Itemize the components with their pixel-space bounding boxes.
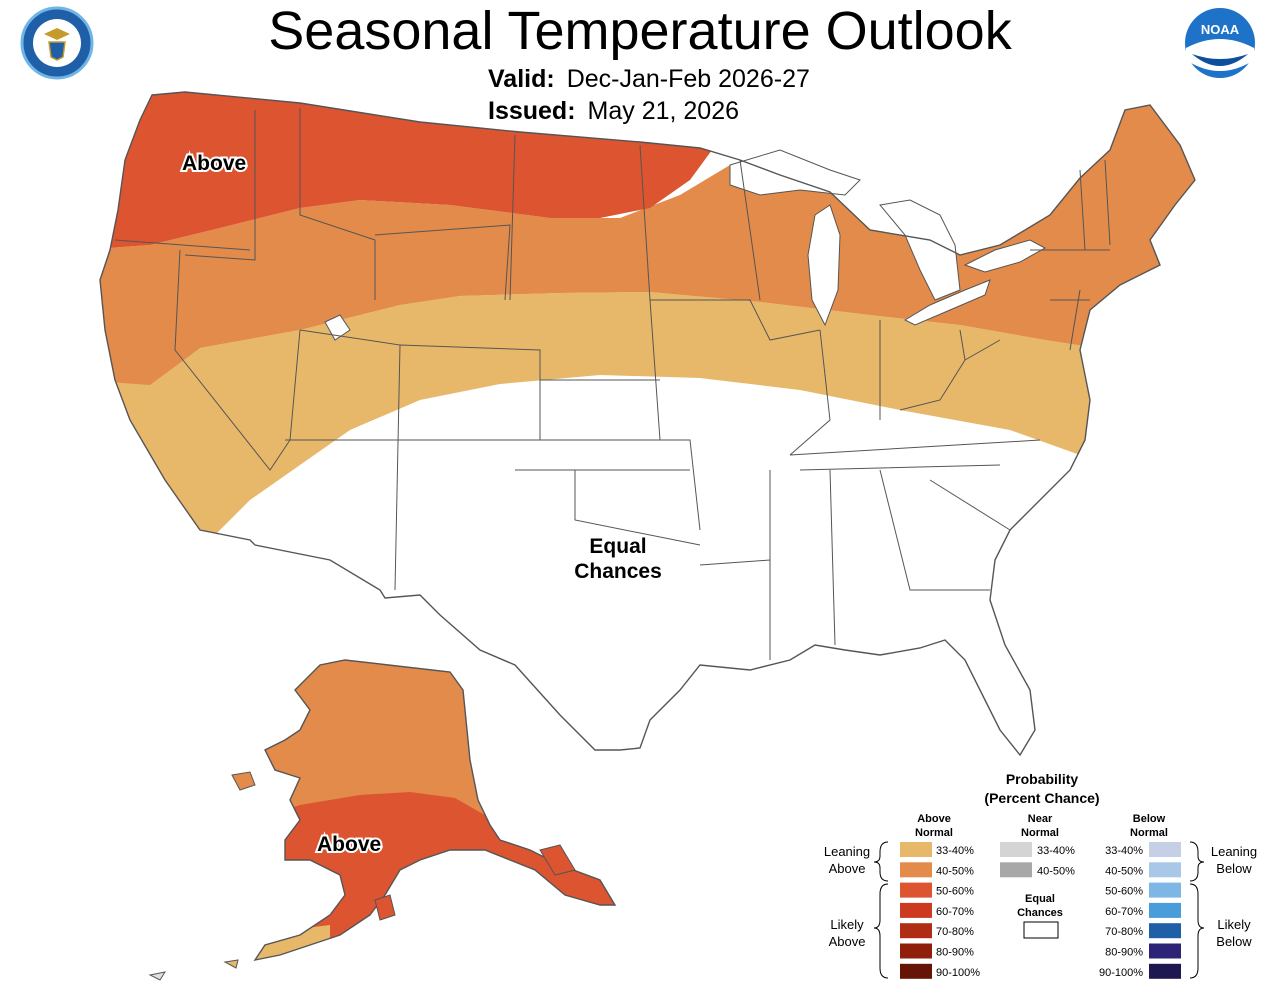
legend-above-swatch-5: [900, 943, 932, 959]
great-salt-lake: [324, 314, 351, 341]
legend-below-label-1: 40-50%: [1105, 865, 1143, 877]
alaska-above-label: Above: [317, 833, 381, 856]
issued-label: Issued:: [488, 97, 576, 125]
legend-above-label-2: 50-60%: [936, 886, 974, 898]
legend-above-swatch-0: [900, 842, 932, 857]
leaning-below-label-line1: Leaning: [1211, 844, 1257, 859]
legend-above-swatch-1: [900, 862, 932, 878]
ak-above-33-40-tip: [255, 925, 330, 960]
conus-outline: [99, 91, 1196, 757]
legend-above-label-3: 60-70%: [936, 906, 974, 918]
likely-below-label-line1: Likely: [1217, 917, 1251, 932]
above-normal-header-line1: Above: [917, 813, 951, 825]
legend-below-swatch-1: [1149, 862, 1181, 878]
lake-ontario: [963, 239, 1047, 273]
legend-above-swatch-4: [900, 923, 932, 939]
above-33-40-band: [100, 292, 1110, 560]
svg-text:NOAA: NOAA: [1201, 22, 1240, 37]
issued-value: May 21, 2026: [587, 97, 740, 125]
likely-above-label-line1: Likely: [830, 917, 864, 932]
below-normal-header-line2: Normal: [1130, 827, 1168, 839]
near-normal-header-line2: Normal: [1021, 827, 1059, 839]
state-borders: [114, 108, 1111, 660]
legend-near-label-1: 40-50%: [1037, 865, 1075, 877]
leaning-above-label-line2: Above: [829, 861, 866, 876]
near-normal-header-line1: Near: [1028, 813, 1053, 825]
leaning-below-brace: [1189, 841, 1205, 882]
leaning-above-label-line1: Leaning: [824, 844, 870, 859]
legend-below-column: 33-40% 40-50% 50-60% 60-70% 70-80% 80-90% 90-1…: [1099, 842, 1181, 979]
equal-chances-label-line1: Equal: [589, 535, 646, 558]
great-lakes: [324, 149, 1047, 341]
noaa-logo: NOAA: [1185, 8, 1255, 78]
legend-near-column: 33-40% 40-50%: [1000, 842, 1075, 878]
legend-near-swatch-0: [1000, 842, 1032, 857]
issued-line: Issued: May 21, 2026: [488, 96, 739, 126]
likely-above-label-line2: Above: [829, 934, 866, 949]
conus-above-label: Above: [182, 152, 246, 175]
leaning-below-label-line2: Below: [1216, 861, 1252, 876]
likely-below-label-line2: Below: [1216, 934, 1252, 949]
lake-superior: [729, 149, 861, 196]
equal-chances-legend-line2: Chances: [1017, 907, 1063, 919]
legend-below-swatch-0: [1149, 842, 1181, 857]
valid-line: Valid: Dec-Jan-Feb 2026-27: [488, 64, 810, 94]
map-title: Seasonal Temperature Outlook: [268, 1, 1012, 61]
department-of-commerce-seal: [20, 6, 94, 80]
valid-value: Dec-Jan-Feb 2026-27: [566, 65, 810, 93]
likely-above-brace: [873, 883, 889, 979]
equal-chances-label-line2: Chances: [574, 560, 662, 583]
legend-below-swatch-5: [1149, 943, 1181, 959]
legend-above-label-5: 80-90%: [936, 947, 974, 959]
equal-chances-legend-line1: Equal: [1025, 893, 1055, 905]
legend-above-swatch-3: [900, 902, 932, 918]
legend-below-swatch-2: [1149, 882, 1181, 898]
leaning-above-brace: [873, 841, 889, 882]
below-normal-header-line1: Below: [1133, 813, 1166, 825]
legend-above-swatch-6: [900, 963, 932, 979]
legend-title-line1: Probability: [1006, 771, 1079, 787]
legend-below-label-0: 33-40%: [1105, 845, 1143, 857]
legend-below-swatch-6: [1149, 963, 1181, 979]
legend-above-column: 33-40% 40-50% 50-60% 60-70% 70-80% 80-90% 90-1…: [900, 842, 980, 979]
above-normal-header-line2: Normal: [915, 827, 953, 839]
legend-below-swatch-3: [1149, 902, 1181, 918]
legend-above-label-4: 70-80%: [936, 926, 974, 938]
likely-below-brace: [1189, 883, 1205, 979]
legend-below-label-2: 50-60%: [1105, 886, 1143, 898]
legend-below-label-3: 60-70%: [1105, 906, 1143, 918]
valid-label: Valid:: [488, 65, 555, 93]
lake-huron: [879, 199, 961, 301]
legend-below-swatch-4: [1149, 923, 1181, 939]
legend-above-label-0: 33-40%: [936, 845, 974, 857]
legend-title-line2: (Percent Chance): [984, 790, 1099, 806]
legend-above-label-6: 90-100%: [936, 967, 980, 979]
lake-michigan: [807, 204, 841, 327]
equal-chances-swatch: [1023, 921, 1059, 939]
legend-below-label-6: 90-100%: [1099, 967, 1143, 979]
legend-above-swatch-2: [900, 882, 932, 898]
lake-erie: [903, 279, 991, 326]
legend-above-label-1: 40-50%: [936, 865, 974, 877]
legend-below-label-4: 70-80%: [1105, 926, 1143, 938]
alaska-islands: [148, 771, 576, 981]
legend-near-label-0: 33-40%: [1037, 845, 1075, 857]
legend: Probability (Percent Chance) Above Norma…: [824, 771, 1257, 979]
legend-below-label-5: 80-90%: [1105, 947, 1143, 959]
legend-near-swatch-1: [1000, 862, 1032, 878]
